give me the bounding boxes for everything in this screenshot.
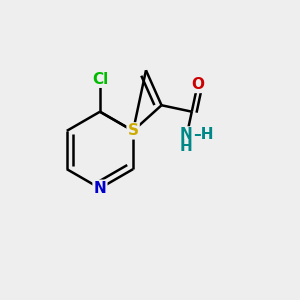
Text: H: H (180, 139, 192, 154)
Text: O: O (191, 77, 204, 92)
Text: S: S (128, 123, 139, 138)
Text: –H: –H (194, 127, 214, 142)
Text: N: N (94, 181, 106, 196)
Text: Cl: Cl (92, 72, 108, 87)
Text: N: N (180, 127, 192, 142)
